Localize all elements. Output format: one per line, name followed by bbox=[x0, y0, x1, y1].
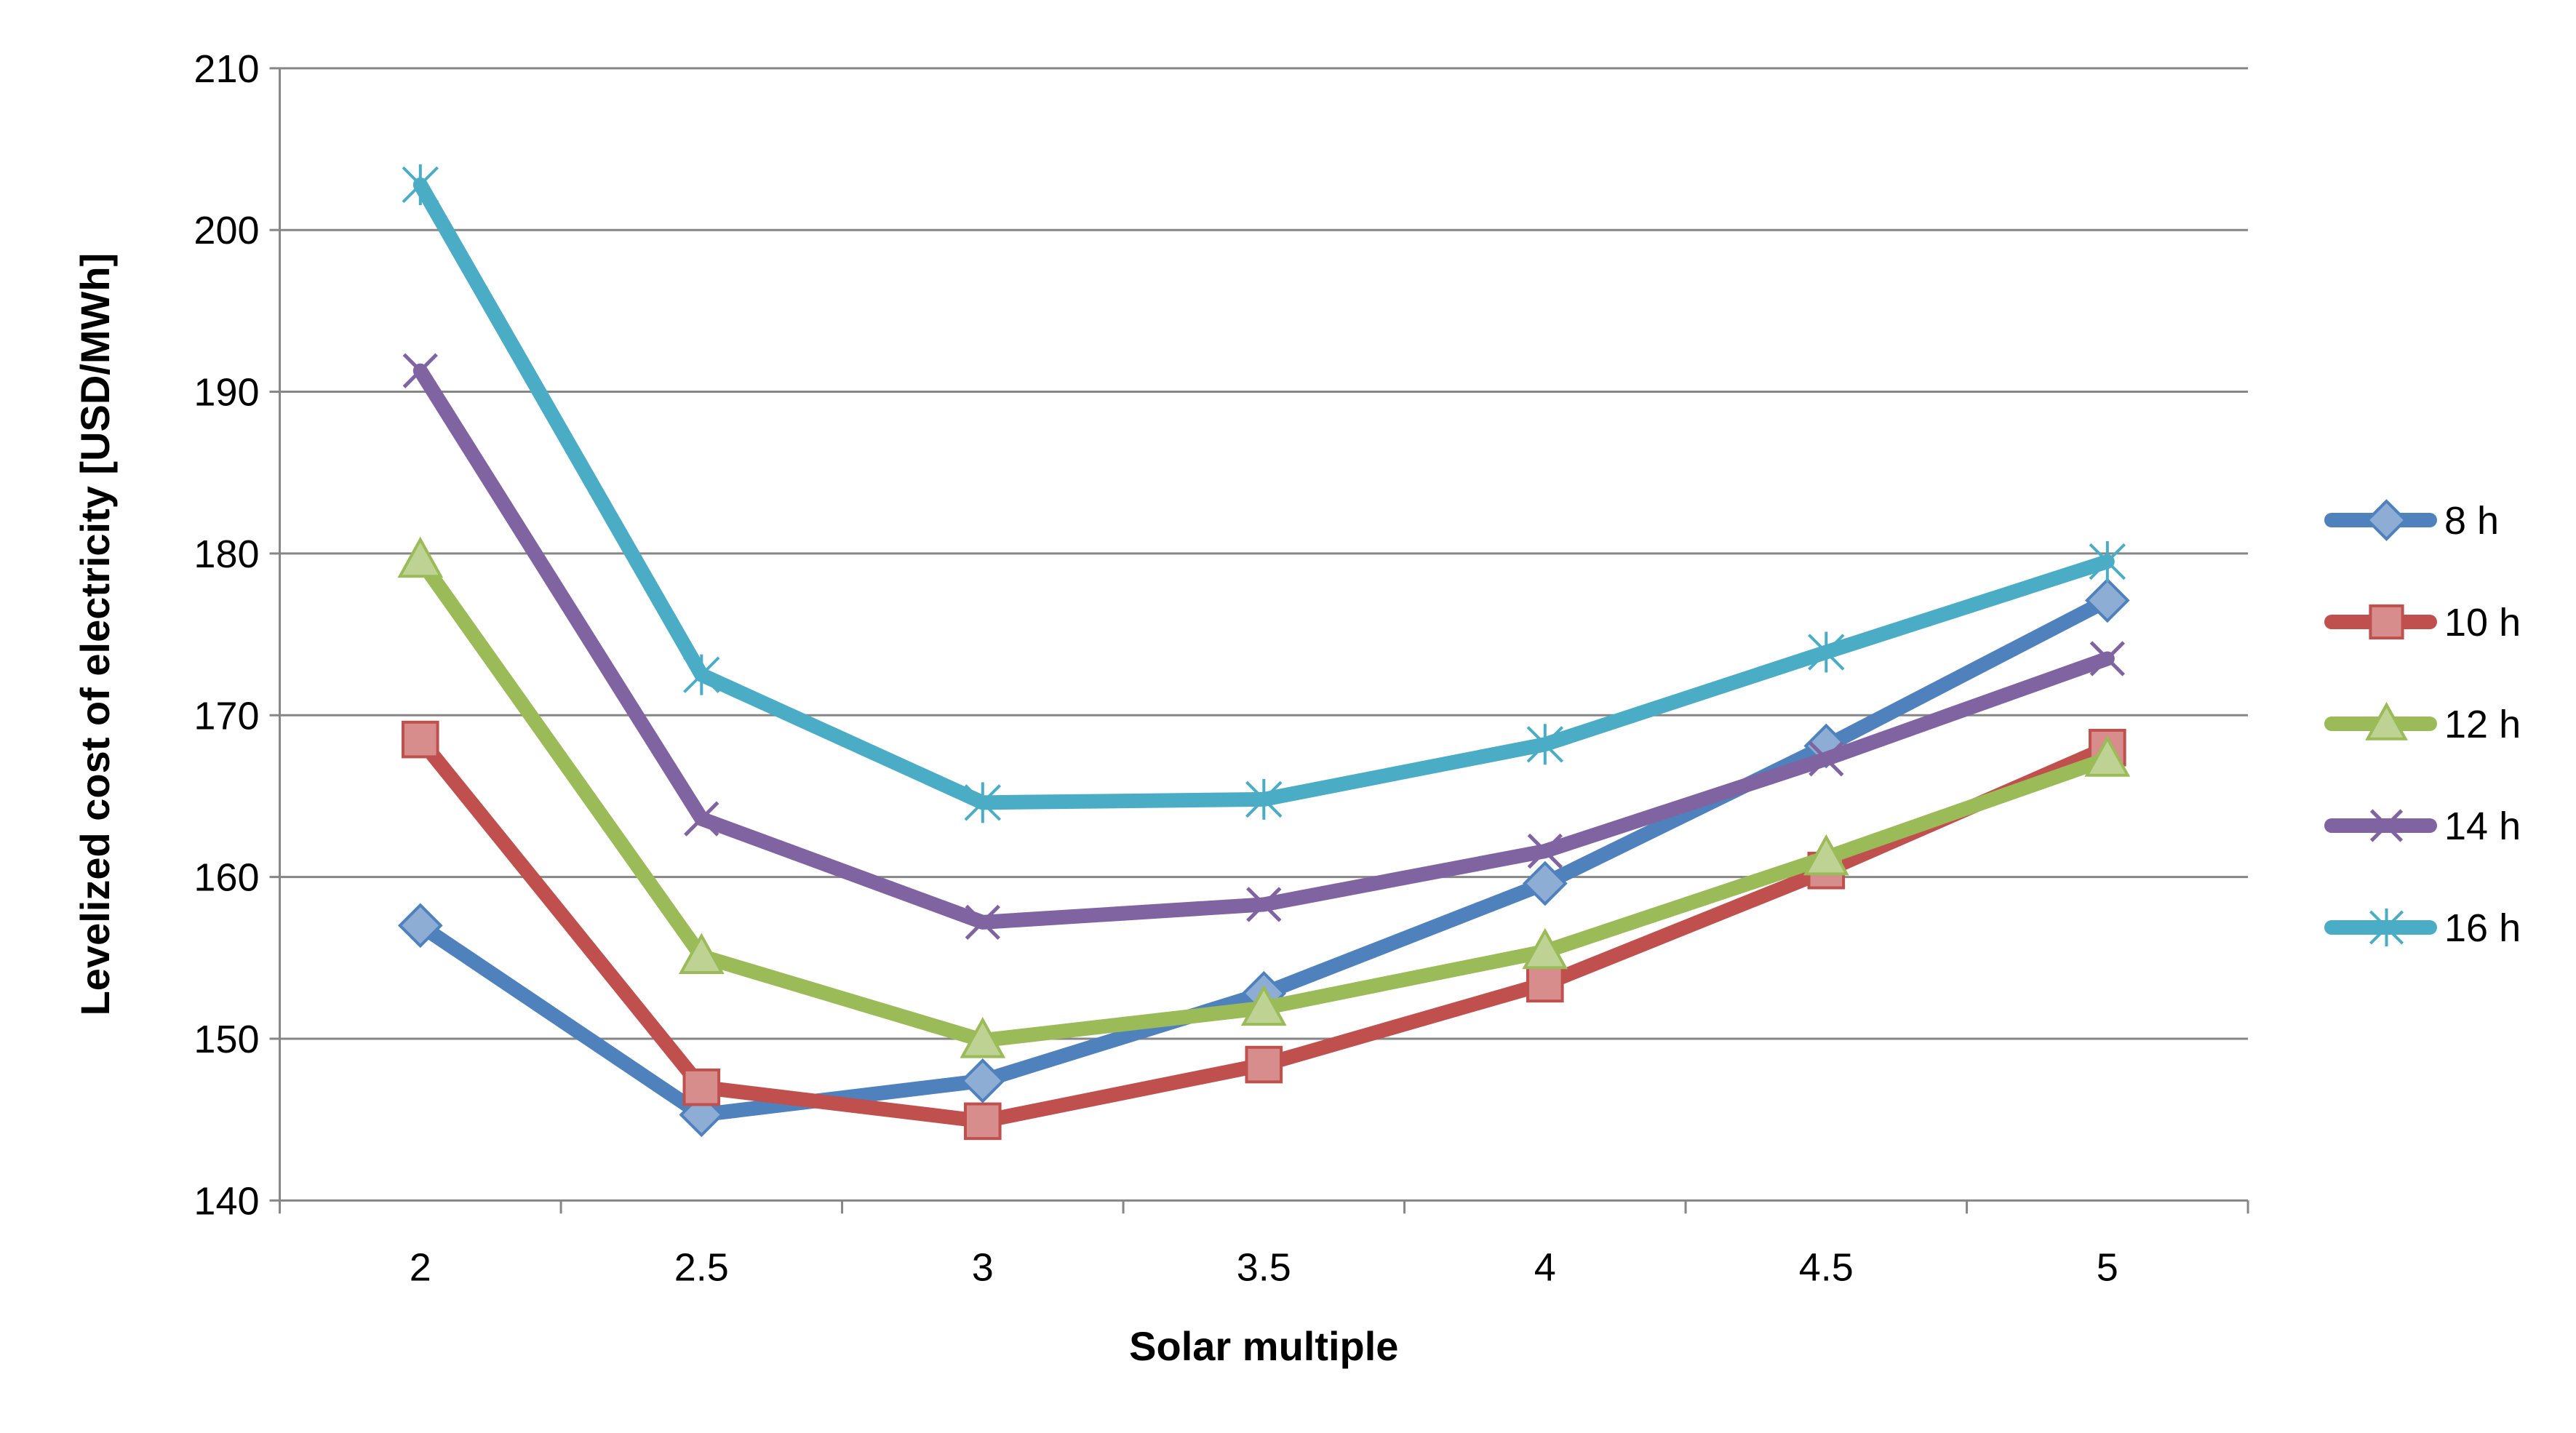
y-axis-title: Levelized cost of electricity [USD/MWh] bbox=[72, 253, 118, 1016]
axes: 140 150 160 170 180 190 200 210 2 2.5 3 3.5 4 4.5 5 bbox=[194, 47, 2249, 1289]
x-tick-label: 2 bbox=[410, 1245, 431, 1289]
data-point-diamond bbox=[1522, 861, 1568, 906]
series-lines bbox=[397, 164, 2131, 1141]
legend-label: 10 h bbox=[2444, 601, 2521, 644]
data-point-x bbox=[2369, 809, 2404, 842]
data-point-square bbox=[964, 1102, 1002, 1141]
x-tick-label: 4 bbox=[1534, 1245, 1556, 1289]
legend: 8 h 10 h 12 h 14 h 16 h bbox=[2324, 499, 2521, 950]
data-point-diamond bbox=[2084, 578, 2130, 623]
data-point-square bbox=[1245, 1045, 1283, 1084]
data-point-triangle bbox=[2084, 735, 2131, 777]
data-point-triangle bbox=[1240, 984, 1287, 1026]
x-tick-label: 3.5 bbox=[1237, 1245, 1291, 1289]
data-point-x bbox=[1809, 741, 1844, 777]
data-point-triangle bbox=[960, 1017, 1006, 1058]
data-point-star bbox=[683, 654, 720, 695]
x-axis-title: Solar multiple bbox=[1129, 1323, 1398, 1369]
legend-label: 8 h bbox=[2444, 499, 2499, 543]
data-point-x bbox=[965, 904, 1000, 941]
data-point-square bbox=[401, 720, 439, 759]
x-tick-label: 4.5 bbox=[1799, 1245, 1854, 1289]
x-tick-label: 2.5 bbox=[674, 1245, 729, 1289]
y-tick-label: 150 bbox=[194, 1018, 259, 1061]
data-point-diamond bbox=[2365, 499, 2408, 541]
data-point-square bbox=[2369, 604, 2404, 640]
y-tick-label: 180 bbox=[194, 532, 259, 576]
data-point-square bbox=[682, 1068, 721, 1106]
y-tick-label: 170 bbox=[194, 694, 259, 738]
data-point-square bbox=[1526, 965, 1564, 1003]
data-point-diamond bbox=[960, 1058, 1005, 1103]
legend-item: 14 h bbox=[2324, 805, 2521, 848]
legend-label: 16 h bbox=[2444, 906, 2521, 950]
x-tick-label: 5 bbox=[2097, 1245, 2118, 1289]
data-point-x bbox=[1527, 833, 1563, 869]
legend-label: 12 h bbox=[2444, 703, 2521, 746]
data-point-triangle bbox=[1522, 927, 1568, 970]
data-point-x bbox=[2089, 641, 2125, 676]
series-16h bbox=[402, 164, 2126, 823]
series-14h bbox=[402, 353, 2125, 941]
data-point-star bbox=[1808, 631, 1845, 673]
data-point-triangle bbox=[1803, 834, 1849, 876]
data-point-star bbox=[1245, 778, 1283, 820]
series-line bbox=[412, 177, 2115, 810]
data-point-x bbox=[402, 353, 438, 388]
legend-item: 8 h bbox=[2324, 499, 2499, 543]
data-point-triangle bbox=[397, 536, 444, 578]
gridlines bbox=[279, 67, 2249, 1040]
y-tick-label: 160 bbox=[194, 856, 259, 900]
data-point-diamond bbox=[397, 903, 443, 949]
series-12h bbox=[397, 536, 2131, 1058]
data-point-x bbox=[1246, 887, 1282, 922]
data-point-star bbox=[964, 782, 1002, 823]
y-tick-label: 210 bbox=[194, 47, 259, 91]
legend-label: 14 h bbox=[2444, 805, 2521, 848]
data-point-star bbox=[2089, 541, 2126, 583]
y-tick-label: 200 bbox=[194, 209, 259, 252]
data-point-star bbox=[1526, 724, 1564, 765]
data-point-star bbox=[402, 164, 439, 205]
x-tick-label: 3 bbox=[972, 1245, 994, 1289]
legend-item: 10 h bbox=[2324, 601, 2521, 644]
data-point-triangle bbox=[2365, 701, 2408, 741]
data-point-triangle bbox=[678, 933, 725, 974]
data-point-star bbox=[2369, 909, 2404, 946]
y-tick-label: 140 bbox=[194, 1179, 259, 1223]
legend-item: 12 h bbox=[2324, 701, 2521, 746]
y-tick-label: 190 bbox=[194, 371, 259, 415]
data-point-x bbox=[684, 801, 719, 837]
legend-item: 16 h bbox=[2324, 906, 2521, 950]
